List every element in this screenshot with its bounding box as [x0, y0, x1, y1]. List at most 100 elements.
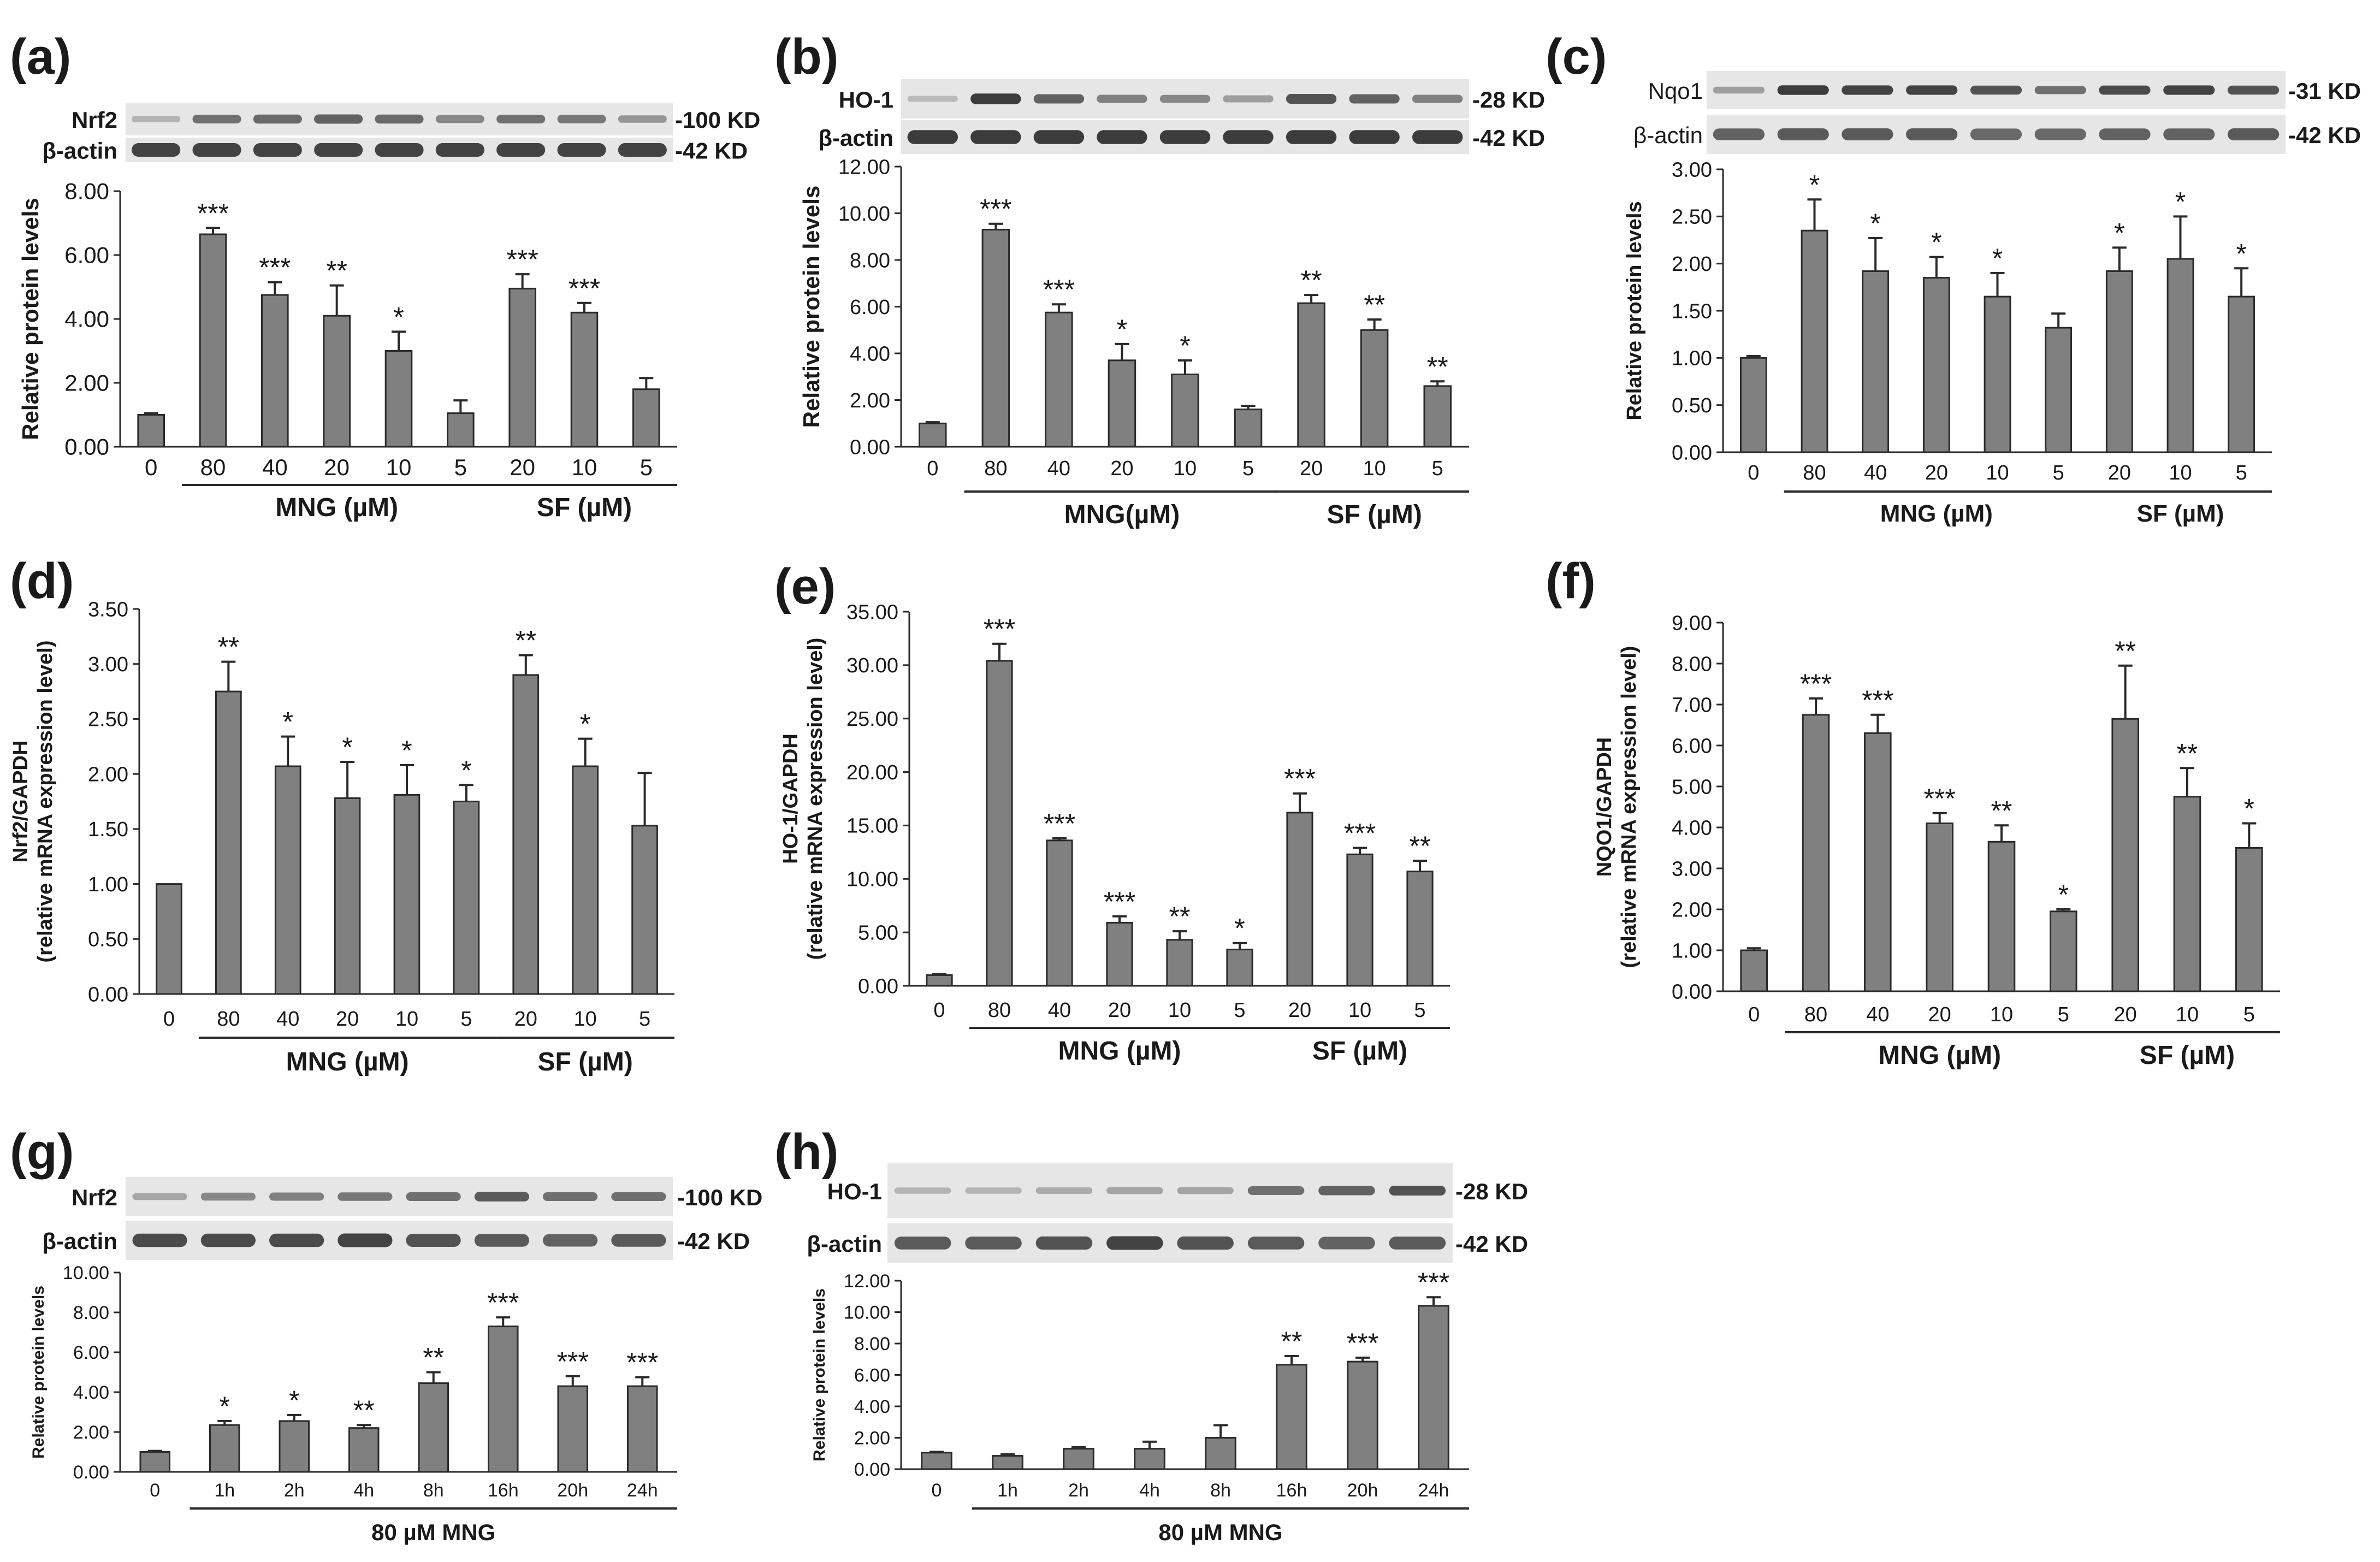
- bar: [323, 315, 351, 448]
- blot-band: [2228, 128, 2280, 140]
- blot-band: [1035, 1236, 1093, 1250]
- blot-band: [253, 114, 302, 124]
- bar: [557, 1385, 588, 1473]
- bar: [1801, 229, 1828, 453]
- bar: [1276, 1364, 1307, 1470]
- western-blot-loading: β-actin -42 KD: [42, 138, 748, 164]
- significance-label: ***: [197, 198, 229, 228]
- significance-label: **: [1281, 1326, 1303, 1357]
- significance-label: **: [2177, 738, 2198, 768]
- significance-label: **: [423, 1342, 444, 1373]
- bar: [261, 294, 289, 448]
- bar: [488, 1326, 519, 1473]
- blot-label: β-actin: [1633, 122, 1703, 148]
- x-tick-label: 5: [1414, 999, 1425, 1022]
- western-blot-loading: β-actin -42 KD: [42, 1221, 750, 1260]
- significance-label: **: [1364, 289, 1385, 320]
- bar: [2050, 910, 2077, 992]
- blot-band: [253, 143, 302, 157]
- bar: [1862, 270, 1890, 453]
- x-tick-label: 0: [150, 1480, 160, 1501]
- blot-band: [406, 1234, 461, 1247]
- blot-band: [2034, 86, 2086, 94]
- x-tick-label: 5: [1242, 457, 1254, 480]
- significance-label: *: [220, 1391, 230, 1422]
- bar: [1166, 939, 1193, 987]
- x-tick-label: 5: [1432, 457, 1443, 480]
- blot-band: [1970, 85, 2022, 95]
- y-tick-label: 2.00: [88, 763, 128, 786]
- blot-label: β-actin: [42, 1228, 117, 1254]
- x-tick-label: 5: [640, 454, 653, 480]
- significance-label: ***: [1284, 764, 1316, 794]
- x-tick-label: 20: [1300, 457, 1323, 480]
- blot-label: HO-1: [827, 1179, 882, 1204]
- blot-kd-label: -42 KD: [1472, 125, 1545, 151]
- blot-band: [557, 143, 606, 157]
- blot-band: [618, 143, 667, 157]
- x-tick-label: 8h: [423, 1480, 444, 1501]
- y-tick-label: 0.00: [1672, 441, 1712, 464]
- x-tick-label: 40: [276, 1008, 299, 1031]
- y-axis-title: Relative protein levels: [798, 186, 824, 428]
- blot-band: [611, 1192, 666, 1201]
- bar: [393, 794, 421, 995]
- blot-band: [1033, 130, 1085, 144]
- x-tick-label: 0: [1748, 1003, 1760, 1026]
- x-tick-label: 0: [927, 457, 938, 480]
- bar: [1063, 1448, 1094, 1470]
- y-tick-label: 8.00: [64, 179, 109, 204]
- x-tick-label: 40: [262, 454, 288, 480]
- bar: [1134, 1448, 1165, 1470]
- blot-band: [406, 1192, 461, 1201]
- x-tick-label: 5: [2053, 461, 2064, 484]
- blot-band: [2099, 85, 2151, 95]
- x-tick-label: 20: [1928, 1003, 1951, 1026]
- blot-band: [543, 1192, 598, 1201]
- significance-label: **: [1301, 265, 1322, 295]
- bar: [631, 825, 658, 995]
- y-tick-label: 8.00: [854, 1334, 890, 1354]
- x-tick-label: 80: [200, 454, 226, 480]
- bar: [1740, 949, 1768, 992]
- bar: [986, 660, 1013, 987]
- x-tick-label: 10: [572, 454, 597, 480]
- blot-band: [435, 143, 484, 157]
- x-tick-label: 40: [1047, 457, 1070, 480]
- bar: [348, 1427, 380, 1473]
- bar: [921, 1452, 952, 1470]
- bar: [209, 1424, 240, 1473]
- bar: [919, 422, 947, 448]
- y-tick-label: 4.00: [850, 342, 890, 365]
- blot-band: [611, 1234, 666, 1247]
- blot-band: [338, 1233, 393, 1247]
- significance-label: ***: [487, 1287, 519, 1318]
- blot-band: [543, 1234, 598, 1247]
- bar: [1926, 823, 1953, 992]
- group-label: SF (µM): [537, 493, 632, 522]
- y-axis-title: NQO1/GAPDH: [1593, 737, 1616, 877]
- bar: [274, 765, 301, 995]
- significance-label: *: [1117, 314, 1127, 345]
- blot-band: [338, 1192, 393, 1201]
- x-tick-label: 0: [932, 1480, 942, 1501]
- y-tick-label: 0.50: [1672, 394, 1712, 417]
- significance-label: *: [1992, 243, 2003, 274]
- y-tick-label: 2.00: [64, 370, 109, 396]
- blot-label: Nrf2: [72, 1185, 117, 1210]
- blot-band: [375, 143, 424, 157]
- blot-band: [1389, 1186, 1446, 1196]
- x-tick-label: 5: [460, 1008, 472, 1031]
- blot-band: [1035, 1187, 1093, 1194]
- blot-band: [1223, 130, 1274, 144]
- blot-kd-label: -28 KD: [1455, 1179, 1528, 1204]
- significance-label: *: [393, 301, 404, 332]
- panel-label: (c): [1546, 29, 1607, 85]
- significance-label: ***: [259, 252, 291, 283]
- blot-label: Nrf2: [72, 107, 117, 133]
- significance-label: *: [1931, 227, 1941, 258]
- x-tick-label: 20: [2114, 1003, 2137, 1026]
- y-tick-label: 8.00: [850, 249, 890, 272]
- significance-label: *: [2175, 186, 2186, 217]
